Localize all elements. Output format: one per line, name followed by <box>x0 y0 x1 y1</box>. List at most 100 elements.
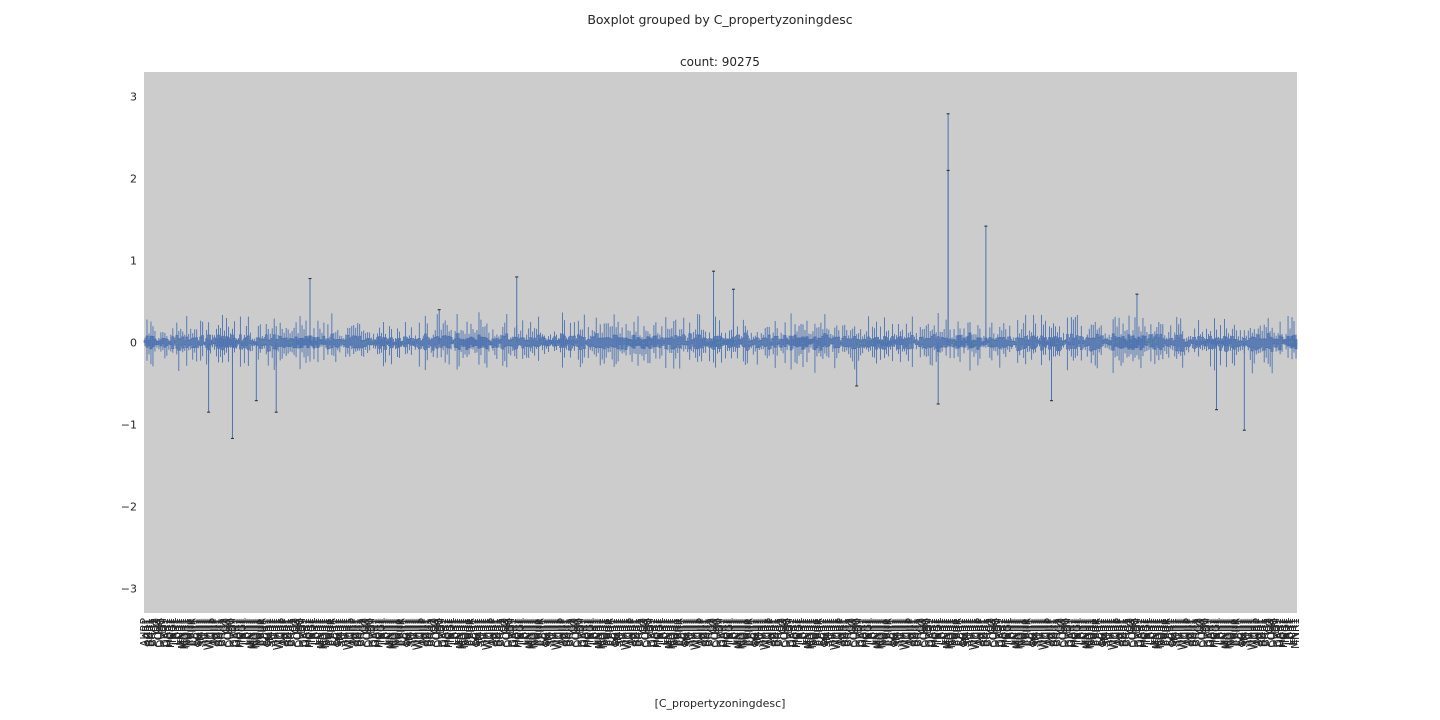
x-tick-label: MOR1 <box>179 618 191 649</box>
x-tick-label: BRR1 <box>773 618 785 646</box>
x-tick-label: C2 <box>1123 618 1135 632</box>
x-tick-label: GRR1 <box>507 618 519 647</box>
box-417 <box>972 334 976 357</box>
x-tick-label: WR1 <box>276 618 288 642</box>
x-tick-label: AR1 <box>767 618 779 639</box>
x-tick-label: AZR1 <box>1047 618 1059 646</box>
x-tick-label: TCR1 <box>894 618 906 646</box>
x-tick-label: GRR1 <box>228 618 240 647</box>
x-tick-label: MNR1 <box>733 618 745 649</box>
x-tick-label: AHRP <box>417 618 429 647</box>
x-tick-label: SCR1 <box>330 618 342 646</box>
x-tick-label: RBR1 <box>606 618 618 646</box>
x-tick-label: CO <box>360 618 372 634</box>
x-tick-label: SOR1 <box>197 618 209 647</box>
x-tick-label: SOR1 <box>266 618 278 647</box>
x-tick-label: PDR1 <box>670 618 682 646</box>
x-tick-label: C2 <box>636 618 648 632</box>
x-tick-label: GRR1 <box>1063 618 1075 647</box>
x-tick-label: C2 <box>845 618 857 632</box>
x-tick-label: PRR <box>1022 618 1034 639</box>
x-tick-label: LNR1 <box>1149 618 1161 646</box>
x-tick-label: LNR1 <box>1010 618 1022 646</box>
x-tick-label: DUR1 <box>503 618 515 648</box>
x-tick-label: PDR1 <box>391 618 403 646</box>
box-body <box>1270 337 1274 352</box>
x-tick-label: GRR1 <box>715 618 727 647</box>
x-tick-label: SCR1 <box>678 618 690 646</box>
x-tick-label: EM <box>505 618 517 634</box>
x-tick-label: BHR1 <box>493 618 505 647</box>
x-tick-label: EM <box>435 618 447 634</box>
x-tick-label: BHR1 <box>423 618 435 647</box>
x-tick-label: LCR1 <box>869 618 881 645</box>
x-tick-label: LBR1 <box>449 618 461 645</box>
x-tick-label: C2 <box>1053 618 1065 632</box>
x-tick-label: TR1 <box>1036 618 1048 639</box>
x-tick-label: SOR1 <box>336 618 348 647</box>
x-tick-label: TR1 <box>340 618 352 639</box>
x-tick-label: AHRP <box>904 618 916 647</box>
x-tick-label: MNR1 <box>316 618 328 649</box>
x-tick-label: SGR1 <box>1167 618 1179 647</box>
x-tick-label: MNR1 <box>803 618 815 649</box>
x-tick-label: SCR1 <box>399 618 411 646</box>
box-503 <box>1143 326 1147 352</box>
box-415 <box>968 322 972 371</box>
x-tick-label: HBR1 <box>1137 618 1149 647</box>
x-tick-label: WCR1 <box>205 618 217 650</box>
x-tick-label: PRR1 <box>672 618 684 646</box>
x-tick-label: LAR1 <box>447 618 459 645</box>
x-tick-label: SCR1 <box>260 618 272 646</box>
box-body <box>775 336 779 345</box>
x-tick-label: GAR1 <box>996 618 1008 647</box>
x-tick-label: RBR1 <box>954 618 966 646</box>
x-tick-label: SGR1 <box>1097 618 1109 647</box>
x-tick-label: LNR1 <box>314 618 326 646</box>
x-tick-label: LAR1 <box>1004 618 1016 645</box>
x-tick-label: MNR1 <box>1290 618 1302 649</box>
x-tick-label: INGL <box>515 618 527 643</box>
x-tick-label: LAR1 <box>517 618 529 645</box>
box-body <box>239 334 242 350</box>
x-tick-label: DUR1 <box>851 618 863 648</box>
x-axis-label: [C_propertyzoningdesc] <box>655 697 786 710</box>
x-tick-label: LBR1 <box>1006 618 1018 645</box>
x-tick-label: CORA <box>222 617 234 647</box>
x-tick-label: SCR1 <box>608 618 620 646</box>
x-tick-label: LCR1 <box>382 618 394 645</box>
x-tick-label: WR1 <box>1111 618 1123 642</box>
x-tick-label: LCR1 <box>451 618 463 645</box>
x-tick-label: MOR1 <box>457 618 469 649</box>
x-tick-label: SGR1 <box>541 618 553 647</box>
x-tick-label: PDR1 <box>1087 618 1099 646</box>
x-tick-label: GAR1 <box>439 618 451 647</box>
x-tick-label: LBR1 <box>658 618 670 645</box>
x-tick-label: MNR1 <box>1151 618 1163 649</box>
x-tick-label: SMR1 <box>195 618 207 648</box>
box-body <box>1219 338 1222 351</box>
x-tick-label: BHR1 <box>354 618 366 647</box>
x-tick-label: WCR1 <box>692 618 704 650</box>
x-tick-label: NOR1 <box>668 618 680 648</box>
x-tick-label: NOR1 <box>320 618 332 648</box>
x-tick-label: SCR1 <box>191 618 203 646</box>
x-tick-label: GAR1 <box>161 618 173 647</box>
x-tick-label: LAR1 <box>934 618 946 645</box>
x-tick-label: PRR <box>326 618 338 639</box>
x-tick-label: PRR1 <box>602 618 614 646</box>
x-tick-label: SMR1 <box>334 618 346 648</box>
x-tick-label: INGL <box>863 618 875 643</box>
x-tick-label: GRR1 <box>994 618 1006 647</box>
x-tick-label: WHR1 <box>1038 618 1050 650</box>
box-29 <box>201 321 204 357</box>
box-541 <box>1219 325 1222 366</box>
x-tick-label: NOR1 <box>389 618 401 648</box>
x-tick-label: CO <box>290 618 302 634</box>
x-tick-label: PRR1 <box>1159 618 1171 646</box>
x-tick-label: PRR <box>743 618 755 639</box>
x-tick-label: AHRP <box>765 618 777 647</box>
x-tick-label: SOR1 <box>475 618 487 647</box>
x-tick-label: C2 <box>427 618 439 632</box>
x-tick-label: SMR1 <box>682 618 694 648</box>
